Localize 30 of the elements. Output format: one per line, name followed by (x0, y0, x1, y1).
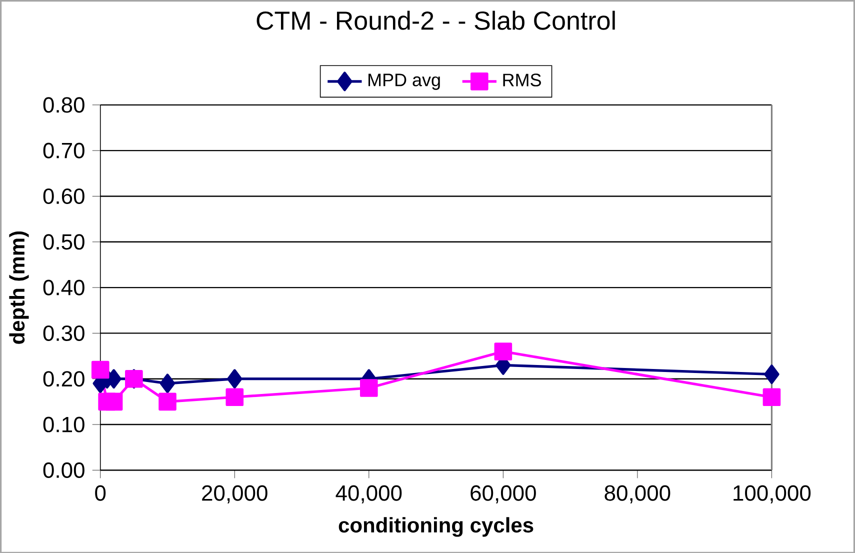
x-tick-label: 0 (95, 485, 106, 501)
point (360, 378, 378, 397)
x-tick-label: 80,000 (604, 485, 670, 504)
chart-title: CTM - Round-2 - - Slab Control (256, 10, 615, 30)
x-tick-label: 40,000 (336, 485, 402, 504)
y-tick-label: 0.60 (43, 188, 84, 204)
point (762, 388, 781, 406)
y-tick-label: 0.00 (43, 462, 84, 478)
x-axis-title: conditioning cycles (338, 516, 534, 537)
legend-label: MPD avg (368, 74, 440, 90)
point (91, 360, 110, 378)
point (764, 364, 780, 384)
x-tick-label: 20,000 (202, 485, 268, 504)
y-tick-label: 0.50 (43, 234, 84, 250)
x-tick-label: 60,000 (470, 485, 536, 504)
point (104, 392, 123, 410)
point (158, 392, 176, 410)
point (226, 388, 244, 406)
point (494, 342, 512, 360)
y-tick-label: 0.20 (43, 370, 84, 386)
point (227, 368, 242, 388)
y-tick-label: 0.40 (43, 280, 84, 296)
y-tick-label: 0.30 (43, 325, 84, 341)
y-axis-title: depth (mm) (9, 231, 29, 344)
y-tick-label: 0.80 (43, 96, 84, 112)
point (160, 373, 176, 393)
legend-label: RMS (503, 73, 541, 86)
y-tick-label: 0.10 (43, 416, 84, 432)
x-tick-label: 100,000 (734, 485, 811, 504)
y-tick-label: 0.70 (43, 142, 84, 158)
